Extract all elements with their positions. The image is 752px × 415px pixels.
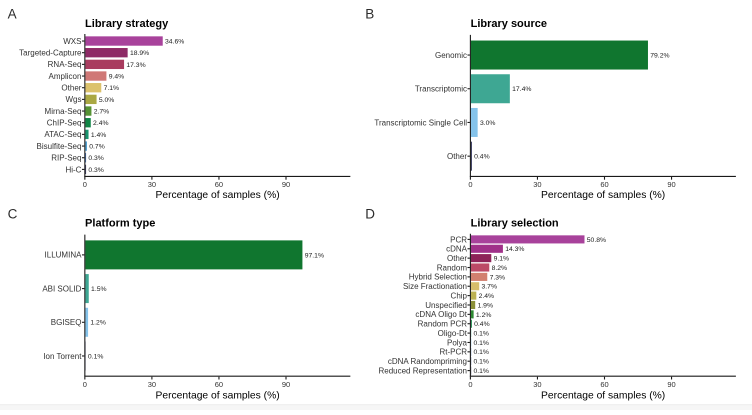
svg-text:Genomic: Genomic — [435, 51, 467, 60]
svg-text:D: D — [365, 206, 375, 221]
svg-text:79.2%: 79.2% — [650, 52, 669, 59]
svg-text:cDNA Oligo Dt: cDNA Oligo Dt — [415, 310, 467, 319]
svg-text:18.9%: 18.9% — [130, 50, 149, 57]
svg-text:Polya: Polya — [447, 338, 468, 347]
svg-text:ABI SOLID: ABI SOLID — [42, 284, 81, 293]
svg-text:3.0%: 3.0% — [480, 120, 496, 127]
svg-text:7.1%: 7.1% — [104, 85, 120, 92]
svg-text:17.4%: 17.4% — [512, 86, 531, 93]
svg-text:Rt-PCR: Rt-PCR — [439, 348, 467, 357]
svg-text:2.4%: 2.4% — [479, 293, 495, 300]
svg-text:7.3%: 7.3% — [490, 274, 506, 281]
svg-text:WXS: WXS — [63, 37, 81, 46]
svg-text:C: C — [8, 206, 18, 221]
svg-text:60: 60 — [600, 180, 608, 189]
svg-text:Size Fractionation: Size Fractionation — [403, 282, 467, 291]
svg-text:90: 90 — [282, 380, 290, 389]
svg-text:1.5%: 1.5% — [91, 286, 107, 293]
svg-text:60: 60 — [600, 380, 608, 389]
svg-text:A: A — [8, 6, 17, 21]
svg-text:30: 30 — [148, 180, 156, 189]
svg-text:Library strategy: Library strategy — [85, 18, 169, 30]
svg-text:17.3%: 17.3% — [126, 62, 145, 69]
svg-text:0: 0 — [468, 380, 472, 389]
svg-text:Wgs: Wgs — [65, 95, 81, 104]
svg-text:3.7%: 3.7% — [482, 284, 498, 291]
svg-text:Oligo-Dt: Oligo-Dt — [438, 329, 468, 338]
svg-text:90: 90 — [667, 380, 675, 389]
svg-text:RIP-Seq: RIP-Seq — [51, 154, 81, 163]
svg-text:Library selection: Library selection — [471, 218, 559, 230]
svg-text:BGISEQ: BGISEQ — [51, 318, 82, 327]
svg-text:ILLUMINA: ILLUMINA — [45, 251, 83, 260]
svg-text:0.1%: 0.1% — [88, 353, 104, 360]
svg-text:34.6%: 34.6% — [165, 38, 184, 45]
svg-text:0.3%: 0.3% — [88, 167, 104, 174]
svg-text:0.1%: 0.1% — [473, 340, 489, 347]
svg-text:30: 30 — [533, 180, 541, 189]
svg-text:60: 60 — [215, 380, 223, 389]
svg-text:5.0%: 5.0% — [99, 97, 115, 104]
svg-text:2.7%: 2.7% — [94, 108, 110, 115]
svg-text:Platform type: Platform type — [85, 218, 155, 230]
svg-text:Chip: Chip — [451, 291, 468, 300]
svg-text:Percentage of samples (%): Percentage of samples (%) — [541, 190, 665, 201]
svg-text:30: 30 — [533, 380, 541, 389]
svg-text:Percentage of samples (%): Percentage of samples (%) — [155, 390, 279, 401]
svg-text:2.4%: 2.4% — [93, 120, 109, 127]
svg-text:Hi-C: Hi-C — [65, 165, 81, 174]
svg-text:PCR: PCR — [450, 235, 467, 244]
svg-text:50.8%: 50.8% — [587, 237, 606, 244]
svg-text:Bisulfite-Seq: Bisulfite-Seq — [37, 142, 82, 151]
svg-text:0: 0 — [83, 180, 87, 189]
svg-text:90: 90 — [667, 180, 675, 189]
svg-text:Percentage of samples (%): Percentage of samples (%) — [155, 190, 279, 201]
svg-text:cDNA Randompriming: cDNA Randompriming — [388, 357, 467, 366]
svg-text:0: 0 — [468, 180, 472, 189]
svg-text:RNA-Seq: RNA-Seq — [48, 60, 82, 69]
svg-text:Amplicon: Amplicon — [49, 72, 82, 81]
svg-text:0.1%: 0.1% — [473, 349, 489, 356]
svg-text:0.1%: 0.1% — [473, 331, 489, 338]
svg-text:Hybrid Selection: Hybrid Selection — [409, 273, 467, 282]
svg-text:cDNA: cDNA — [446, 245, 468, 254]
svg-text:Unspecified: Unspecified — [425, 301, 467, 310]
svg-text:9.1%: 9.1% — [494, 256, 510, 263]
svg-text:30: 30 — [148, 380, 156, 389]
svg-text:60: 60 — [215, 180, 223, 189]
svg-text:1.2%: 1.2% — [476, 312, 492, 319]
svg-text:Percentage of samples (%): Percentage of samples (%) — [541, 390, 665, 401]
svg-text:Random PCR: Random PCR — [418, 320, 468, 329]
svg-text:1.9%: 1.9% — [478, 302, 494, 309]
svg-text:1.4%: 1.4% — [91, 132, 107, 139]
svg-text:Ion Torrent: Ion Torrent — [43, 352, 82, 361]
svg-text:Library source: Library source — [471, 18, 547, 30]
svg-text:9.4%: 9.4% — [109, 73, 125, 80]
svg-text:97.1%: 97.1% — [305, 252, 324, 259]
svg-text:0: 0 — [83, 380, 87, 389]
svg-text:0.7%: 0.7% — [89, 143, 105, 150]
svg-text:ATAC-Seq: ATAC-Seq — [44, 130, 81, 139]
svg-text:Transcriptomic: Transcriptomic — [415, 85, 467, 94]
svg-text:0.1%: 0.1% — [473, 368, 489, 375]
svg-text:B: B — [365, 6, 374, 21]
svg-text:ChIP-Seq: ChIP-Seq — [47, 119, 82, 128]
svg-text:0.3%: 0.3% — [88, 155, 104, 162]
svg-text:Mirna-Seq: Mirna-Seq — [45, 107, 82, 116]
svg-text:Other: Other — [447, 254, 467, 263]
svg-text:14.3%: 14.3% — [505, 246, 524, 253]
svg-text:0.4%: 0.4% — [474, 154, 490, 161]
svg-text:Targeted-Capture: Targeted-Capture — [19, 49, 82, 58]
svg-text:Transcriptomic Single Cell: Transcriptomic Single Cell — [374, 118, 467, 127]
svg-text:90: 90 — [282, 180, 290, 189]
svg-text:Reduced Representation: Reduced Representation — [378, 366, 467, 375]
svg-text:0.4%: 0.4% — [474, 321, 490, 328]
svg-text:0.1%: 0.1% — [473, 359, 489, 366]
svg-text:Random: Random — [437, 263, 468, 272]
svg-text:Other: Other — [61, 84, 81, 93]
svg-text:1.2%: 1.2% — [90, 320, 106, 327]
svg-text:8.2%: 8.2% — [492, 265, 508, 272]
svg-text:Other: Other — [447, 152, 467, 161]
